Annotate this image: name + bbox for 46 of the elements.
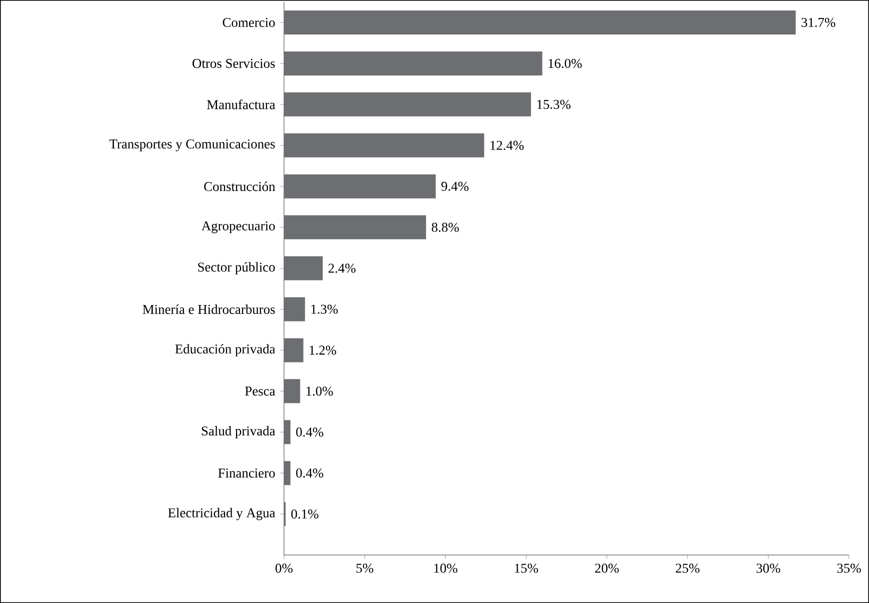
bar [284,10,796,34]
bar [284,174,436,198]
x-tick-label: 25% [676,564,700,573]
x-tick-label: 15% [515,564,538,573]
bar [284,461,290,486]
y-tick-label: Financiero [218,468,275,478]
y-tick-label: Transportes y Comunicaciones [109,139,275,152]
data-label: 8.8% [432,222,459,232]
bar [284,51,542,76]
data-label: 0.4% [296,428,324,437]
x-tick-label: 30% [756,564,780,573]
bar [284,215,426,240]
data-label: 9.4% [441,182,469,191]
bar [284,420,290,444]
bar [284,338,304,362]
y-tick-label: Otros Servicios [192,58,275,68]
data-label: 1.3% [311,304,338,314]
data-label: 12.4% [490,140,524,150]
bar [284,297,305,322]
y-tick-label: Minería e Hidrocarburos [142,304,275,314]
bar [284,133,484,158]
y-tick-label: Electricidad y Agua [168,508,276,520]
y-tick-label: Construcción [204,182,276,192]
y-tick-label: Pesca [245,386,276,396]
x-tick-label: 5% [356,564,374,573]
x-tick-label: 35% [837,564,861,573]
data-label: 15.3% [537,100,570,109]
y-tick-label: Manufactura [207,100,276,110]
data-label: 2.4% [328,264,356,273]
x-tick-label: 10% [434,564,458,573]
data-label: 0.4% [296,468,324,478]
bar [284,256,323,280]
y-tick-label: Educación privada [175,344,276,356]
y-tick-label: Agropecuario [202,221,275,234]
data-label: 31.7% [802,18,836,28]
data-label: 0.1% [291,509,318,519]
data-label: 1.2% [310,346,336,355]
bar [284,379,300,404]
data-label: 16.0% [548,58,582,68]
y-tick-label: Salud privada [202,426,276,438]
bar [284,92,531,116]
data-label: 1.0% [306,386,333,396]
x-tick-label: 20% [595,564,619,573]
y-tick-label: Comercio [222,18,275,27]
y-tick-label: Sector público [198,262,275,274]
x-tick-label: 0% [276,564,293,573]
